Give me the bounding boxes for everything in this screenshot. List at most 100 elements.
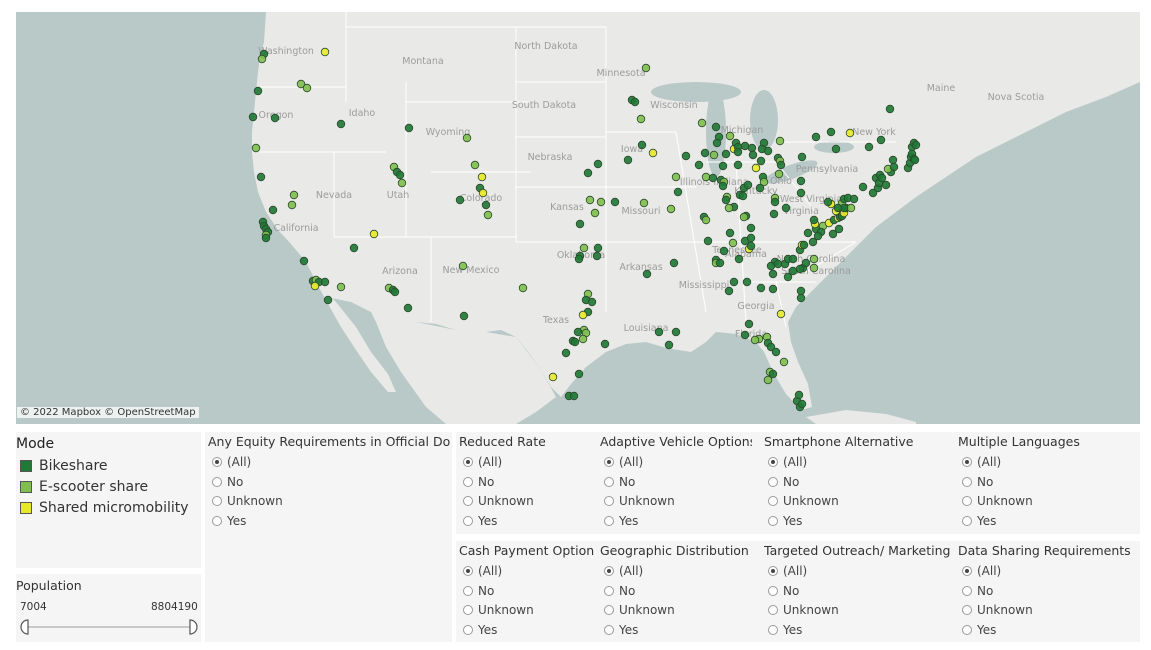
filter-option-reduced-rate-3[interactable]: Yes — [463, 514, 497, 528]
map-point[interactable] — [796, 286, 806, 296]
radio-icon[interactable] — [212, 457, 222, 467]
map-point[interactable] — [748, 150, 758, 160]
map-points[interactable] — [248, 47, 921, 412]
filter-option-geographic-distribution-3[interactable]: Yes — [604, 623, 638, 637]
radio-icon[interactable] — [604, 476, 614, 487]
filter-option-smartphone-alt-2[interactable]: Unknown — [768, 494, 839, 508]
map-point[interactable] — [694, 160, 704, 170]
map-point[interactable] — [877, 173, 887, 183]
filter-option-data-sharing-1[interactable]: No — [962, 584, 993, 598]
map-point[interactable] — [808, 237, 818, 247]
map-point[interactable] — [711, 122, 721, 132]
map-point[interactable] — [630, 97, 640, 107]
map-point[interactable] — [585, 195, 595, 205]
map-point[interactable] — [801, 258, 811, 268]
filter-option-geographic-distribution-2[interactable]: Unknown — [604, 603, 675, 617]
map-point[interactable] — [483, 210, 493, 220]
map-point[interactable] — [796, 293, 806, 303]
map-point[interactable] — [397, 178, 407, 188]
map-point[interactable] — [864, 142, 874, 152]
map-point[interactable] — [701, 172, 711, 182]
map-point[interactable] — [623, 155, 633, 165]
radio-icon[interactable] — [463, 496, 473, 506]
filter-option-adaptive-vehicle-2[interactable]: Unknown — [604, 494, 675, 508]
map-point[interactable] — [336, 282, 346, 292]
map-point[interactable] — [846, 203, 856, 213]
map-point[interactable] — [831, 144, 841, 154]
map-point[interactable] — [600, 339, 610, 349]
map-point[interactable] — [734, 254, 744, 264]
radio-icon[interactable] — [463, 566, 473, 576]
map-attribution[interactable]: © 2022 Mapbox © OpenStreetMap — [17, 407, 199, 418]
map-point[interactable] — [743, 180, 753, 190]
map-point[interactable] — [548, 372, 558, 382]
filter-option-equity-3[interactable]: Yes — [212, 514, 246, 528]
map-point[interactable] — [834, 224, 844, 234]
map-point[interactable] — [796, 176, 806, 186]
map-point[interactable] — [648, 148, 658, 158]
map-point[interactable] — [700, 148, 710, 158]
radio-icon[interactable] — [768, 624, 778, 635]
map-point[interactable] — [911, 140, 921, 150]
map-point[interactable] — [390, 287, 400, 297]
radio-icon[interactable] — [604, 585, 614, 596]
radio-icon[interactable] — [962, 515, 972, 526]
map-point[interactable] — [569, 391, 579, 401]
map-point[interactable] — [715, 258, 725, 268]
map-point[interactable] — [637, 140, 647, 150]
map-point[interactable] — [336, 119, 346, 129]
radio-icon[interactable] — [768, 476, 778, 487]
map-point[interactable] — [718, 181, 728, 191]
map-point[interactable] — [673, 187, 683, 197]
map-point[interactable] — [718, 161, 728, 171]
map-point[interactable] — [795, 264, 805, 274]
map-point[interactable] — [797, 399, 807, 409]
map-point[interactable] — [881, 180, 891, 190]
map-point[interactable] — [681, 151, 691, 161]
map-point[interactable] — [574, 254, 584, 264]
map-point[interactable] — [773, 259, 783, 269]
map-point[interactable] — [783, 272, 793, 282]
filter-option-geographic-distribution-1[interactable]: No — [604, 584, 635, 598]
map-point[interactable] — [721, 195, 731, 205]
map-point[interactable] — [666, 204, 676, 214]
map-point[interactable] — [728, 238, 738, 248]
radio-icon[interactable] — [463, 457, 473, 467]
map-point[interactable] — [573, 327, 583, 337]
population-slider[interactable] — [16, 618, 202, 636]
filter-option-targeted-outreach-1[interactable]: No — [768, 584, 799, 598]
map-point[interactable] — [775, 136, 785, 146]
radio-icon[interactable] — [768, 457, 778, 467]
map-point[interactable] — [763, 375, 773, 385]
map-point[interactable] — [744, 319, 754, 329]
map-point[interactable] — [755, 183, 765, 193]
filter-option-multiple-languages-1[interactable]: No — [962, 475, 993, 489]
filter-option-data-sharing-0[interactable]: (All) — [962, 564, 1001, 578]
radio-icon[interactable] — [604, 457, 614, 467]
radio-icon[interactable] — [463, 515, 473, 526]
map-point[interactable] — [809, 263, 819, 273]
filter-option-adaptive-vehicle-0[interactable]: (All) — [604, 455, 643, 469]
map-point[interactable] — [799, 240, 809, 250]
map-point[interactable] — [251, 143, 261, 153]
filter-option-cash-payment-3[interactable]: Yes — [463, 623, 497, 637]
map-point[interactable] — [733, 147, 743, 157]
filter-option-targeted-outreach-0[interactable]: (All) — [768, 564, 807, 578]
map-point[interactable] — [788, 254, 798, 264]
filter-option-smartphone-alt-0[interactable]: (All) — [768, 455, 807, 469]
map-point[interactable] — [310, 281, 320, 291]
filter-option-reduced-rate-2[interactable]: Unknown — [463, 494, 534, 508]
filter-option-smartphone-alt-1[interactable]: No — [768, 475, 799, 489]
map-point[interactable] — [747, 143, 757, 153]
map-point[interactable] — [768, 369, 778, 379]
map-point[interactable] — [671, 327, 681, 337]
filter-option-reduced-rate-0[interactable]: (All) — [463, 455, 502, 469]
map-point[interactable] — [701, 215, 711, 225]
map-point[interactable] — [770, 197, 780, 207]
map-point[interactable] — [709, 150, 719, 160]
map-point[interactable] — [868, 188, 878, 198]
filter-option-adaptive-vehicle-1[interactable]: No — [604, 475, 635, 489]
map-point[interactable] — [725, 228, 735, 238]
map-point[interactable] — [910, 155, 920, 165]
map-point[interactable] — [289, 190, 299, 200]
